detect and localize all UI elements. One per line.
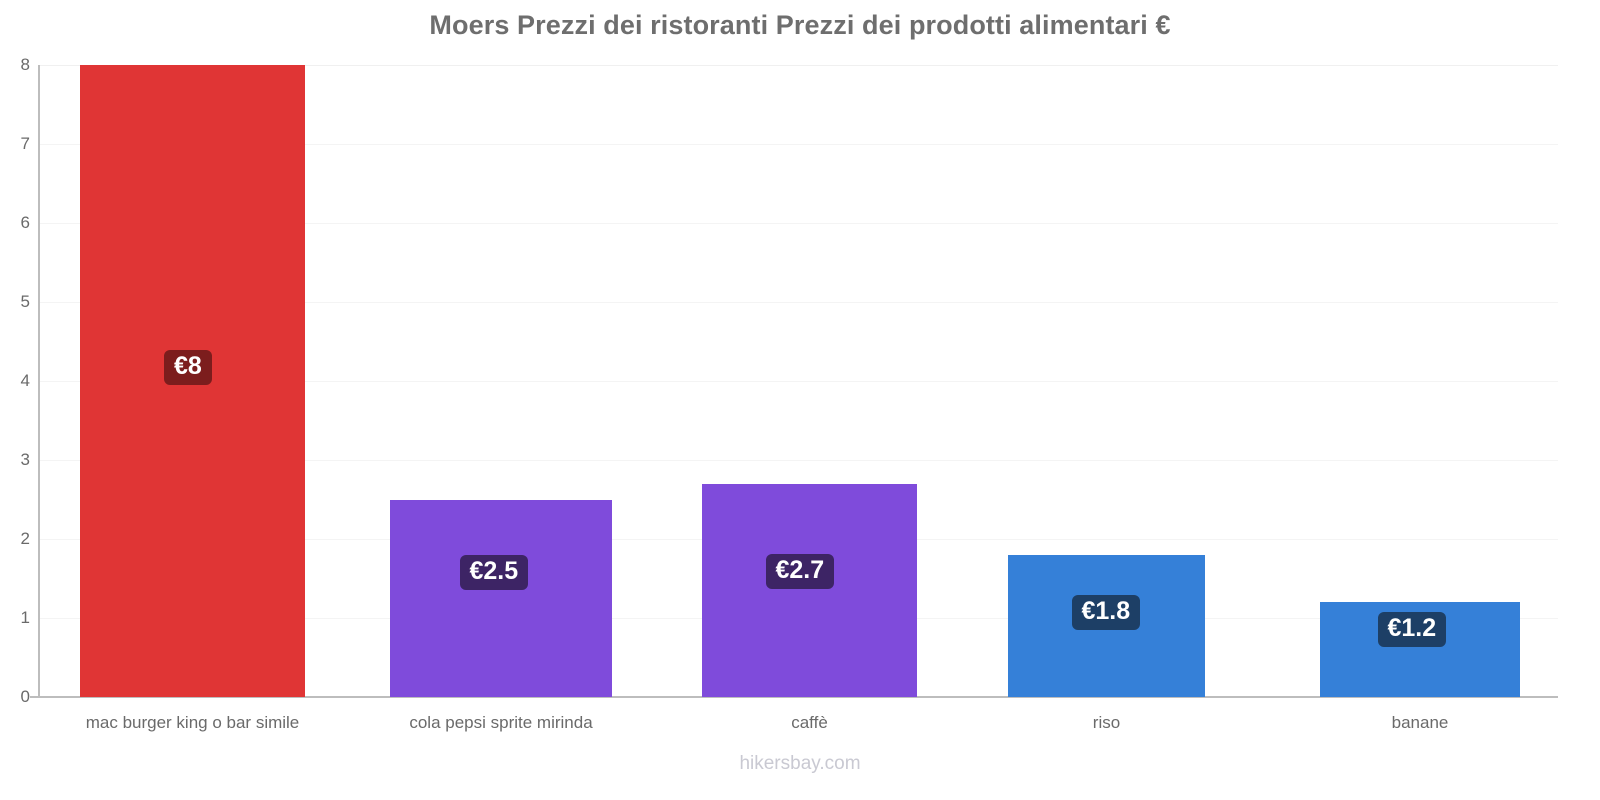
x-axis-tick-label: mac burger king o bar simile <box>85 713 300 732</box>
bar-value-label: €1.8 <box>1071 594 1141 630</box>
y-axis-tick-label: 5 <box>20 292 30 311</box>
x-axis-tick-label: riso <box>1092 713 1121 732</box>
bar-value-label: €2.7 <box>765 553 835 589</box>
gridline <box>38 302 1558 303</box>
x-axis-tick-label: banane <box>1391 713 1449 732</box>
y-axis-tick-label: 8 <box>20 55 30 74</box>
x-axis-line <box>38 696 1558 698</box>
bar[interactable] <box>702 483 917 697</box>
gridline <box>38 223 1558 224</box>
x-axis-tick-label: cola pepsi sprite mirinda <box>409 713 593 732</box>
y-axis-line <box>38 65 40 698</box>
chart-title: Moers Prezzi dei ristoranti Prezzi dei p… <box>429 10 1171 40</box>
y-axis-tick-label: 1 <box>20 608 30 627</box>
y-axis-tick-label: 6 <box>20 213 30 232</box>
y-axis-tick-label: 2 <box>20 529 30 548</box>
y-axis-tick-labels: 0 1 2 3 4 5 6 7 8 <box>0 0 30 800</box>
bar[interactable] <box>390 499 612 697</box>
y-axis-zero-tick <box>30 696 40 698</box>
y-axis-tick-label: 0 <box>20 687 30 706</box>
bar-value-label: €8 <box>164 350 212 385</box>
bar-value-label: €1.2 <box>1377 612 1447 648</box>
x-axis-tick-label: caffè <box>791 713 828 732</box>
bar-value-label: €2.5 <box>459 554 529 590</box>
gridline <box>38 65 1558 66</box>
y-axis-tick-label: 4 <box>20 371 30 390</box>
gridline <box>38 460 1558 461</box>
gridline <box>38 144 1558 145</box>
y-axis-tick-label: 7 <box>20 134 30 153</box>
gridline <box>38 381 1558 382</box>
y-axis-tick-label: 3 <box>20 450 30 469</box>
watermark-label: hikersbay.com <box>739 753 861 774</box>
